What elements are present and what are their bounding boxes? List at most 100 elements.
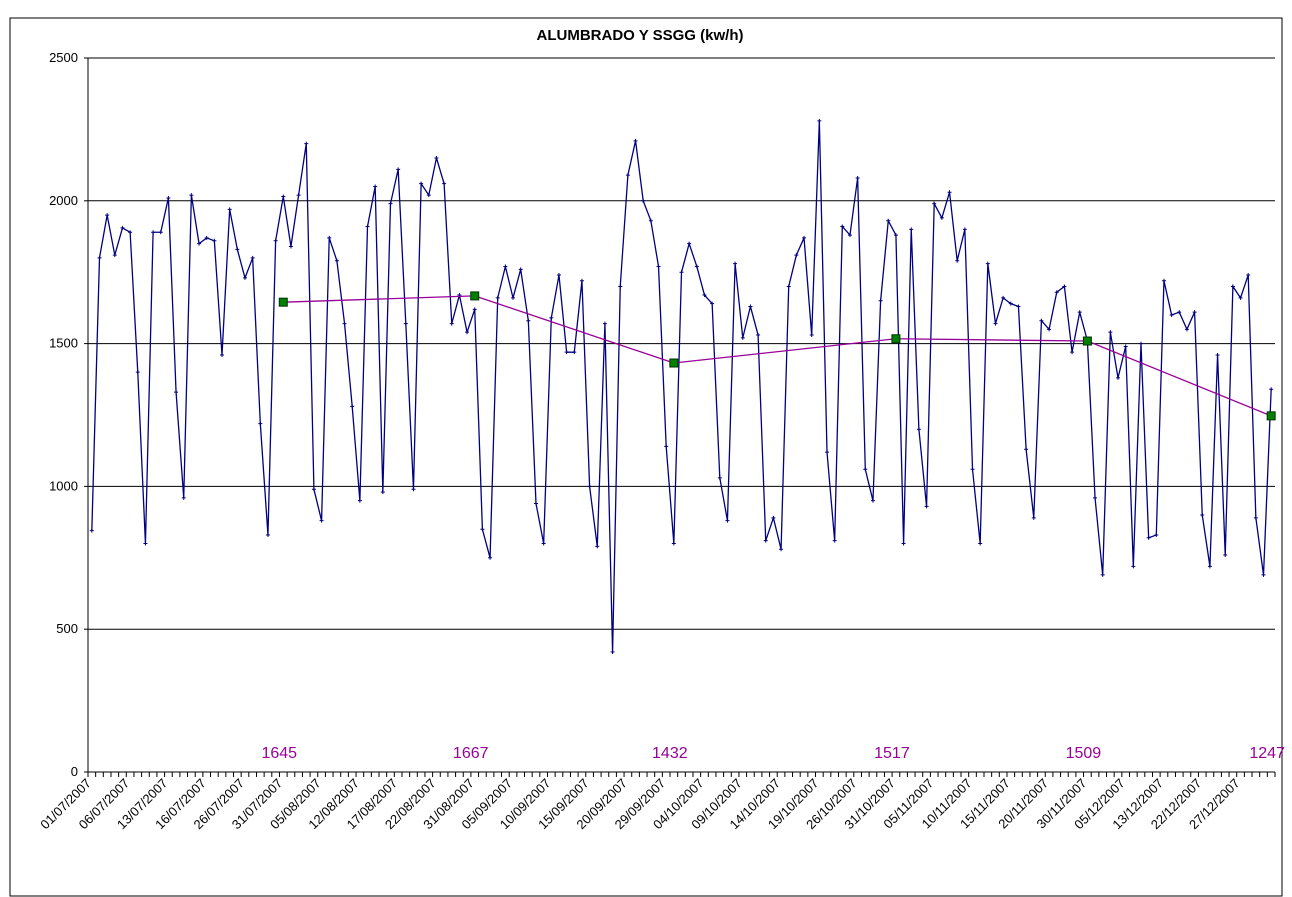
average-segment — [895, 338, 1088, 342]
average-segment — [673, 338, 896, 364]
point-marker — [342, 321, 347, 326]
point-marker — [901, 541, 906, 546]
point-marker — [1192, 310, 1197, 315]
point-marker — [227, 207, 232, 212]
average-marker — [1266, 411, 1276, 421]
point-marker — [158, 230, 163, 235]
data-label: 1667 — [453, 745, 489, 762]
point-marker — [763, 538, 768, 543]
point-marker — [556, 273, 561, 278]
average-marker — [669, 358, 679, 368]
point-marker — [855, 175, 860, 180]
point-marker — [1093, 495, 1098, 500]
point-marker — [1054, 290, 1059, 295]
point-marker — [1223, 552, 1228, 557]
point-marker — [380, 490, 385, 495]
point-marker — [1200, 512, 1205, 517]
point-marker — [518, 267, 523, 272]
point-marker — [365, 224, 370, 229]
point-marker — [978, 541, 983, 546]
point-marker — [549, 315, 554, 320]
point-marker — [625, 173, 630, 178]
point-marker — [304, 141, 309, 146]
point-marker — [503, 264, 508, 269]
point-marker — [511, 295, 516, 300]
point-marker — [319, 518, 324, 523]
point-marker — [1161, 278, 1166, 283]
average-marker — [891, 334, 901, 344]
point-marker — [916, 427, 921, 432]
point-marker — [135, 370, 140, 375]
y-tick-label: 1000 — [49, 478, 78, 493]
point-marker — [396, 167, 401, 172]
point-marker — [220, 353, 225, 358]
average-marker — [470, 291, 480, 301]
point-marker — [725, 518, 730, 523]
point-marker — [618, 284, 623, 289]
point-marker — [1039, 318, 1044, 323]
point-marker — [442, 181, 447, 186]
point-marker — [373, 184, 378, 189]
point-marker — [702, 293, 707, 298]
point-marker — [426, 193, 431, 198]
point-marker — [197, 241, 202, 246]
data-label: 1247 — [1249, 745, 1285, 762]
point-marker — [411, 487, 416, 492]
point-marker — [1238, 295, 1243, 300]
point-marker — [174, 390, 179, 395]
point-marker — [1184, 327, 1189, 332]
point-marker — [388, 201, 393, 206]
average-marker — [278, 297, 288, 307]
point-marker — [748, 304, 753, 309]
point-marker — [1047, 327, 1052, 332]
point-marker — [1123, 344, 1128, 349]
point-marker — [1253, 515, 1258, 520]
point-marker — [143, 541, 148, 546]
average-marker — [1082, 336, 1092, 346]
chart-frame — [9, 17, 1283, 897]
point-marker — [656, 264, 661, 269]
point-marker — [258, 421, 263, 426]
point-marker — [1100, 572, 1105, 577]
data-label: 1645 — [261, 745, 297, 762]
point-marker — [664, 444, 669, 449]
point-marker — [610, 650, 615, 655]
point-marker — [273, 238, 278, 243]
point-marker — [1001, 295, 1006, 300]
data-label: 1432 — [652, 745, 688, 762]
point-marker — [648, 218, 653, 223]
point-marker — [488, 555, 493, 560]
point-marker — [465, 330, 470, 335]
point-marker — [832, 538, 837, 543]
average-segment — [474, 295, 675, 364]
point-marker — [733, 261, 738, 266]
point-marker — [495, 295, 500, 300]
point-marker — [541, 541, 546, 546]
point-marker — [1230, 284, 1235, 289]
point-marker — [357, 498, 362, 503]
point-marker — [1116, 375, 1121, 380]
point-marker — [181, 495, 186, 500]
point-marker — [1169, 313, 1174, 318]
point-marker — [847, 233, 852, 238]
data-label: 1509 — [1066, 745, 1102, 762]
point-marker — [296, 193, 301, 198]
point-marker — [1246, 273, 1251, 278]
chart-title: ALUMBRADO Y SSGG (kw/h) — [537, 27, 744, 44]
point-marker — [288, 244, 293, 249]
point-marker — [740, 335, 745, 340]
point-marker — [985, 261, 990, 266]
point-marker — [694, 264, 699, 269]
point-marker — [579, 278, 584, 283]
point-marker — [212, 238, 217, 243]
point-marker — [526, 318, 531, 323]
point-marker — [235, 247, 240, 252]
point-marker — [870, 498, 875, 503]
point-marker — [1215, 353, 1220, 358]
point-marker — [1008, 301, 1013, 306]
point-marker — [472, 307, 477, 312]
y-tick-label: 0 — [71, 764, 78, 779]
point-marker — [166, 195, 171, 200]
point-marker — [932, 201, 937, 206]
point-marker — [572, 350, 577, 355]
